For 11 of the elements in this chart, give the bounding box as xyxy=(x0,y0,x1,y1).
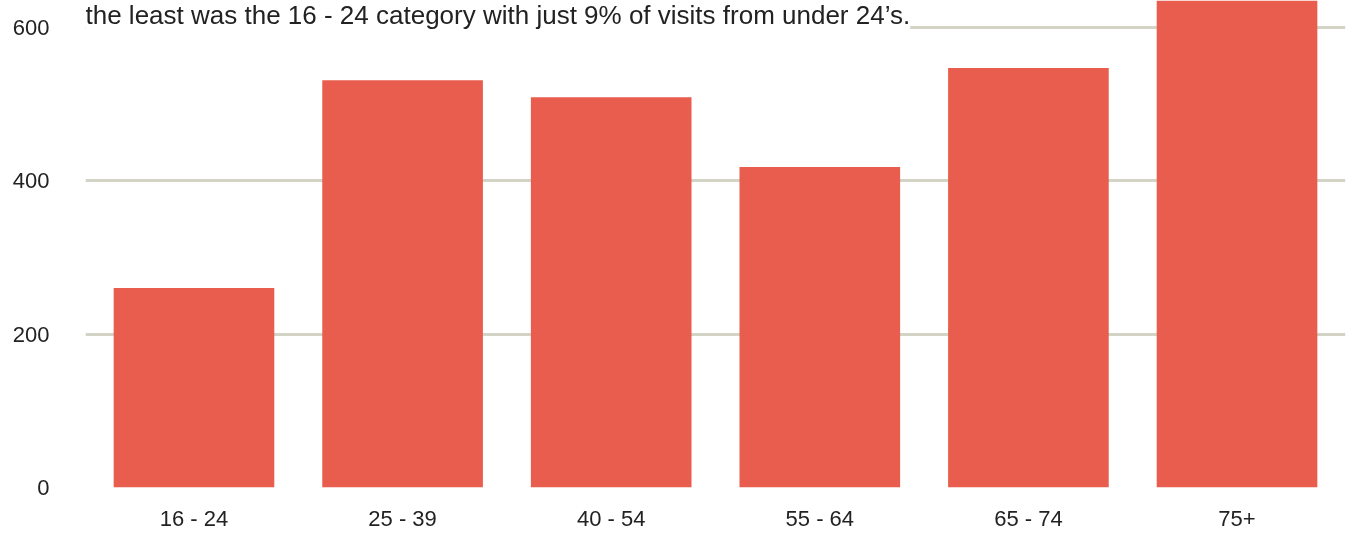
y-tick-label: 0 xyxy=(37,475,50,500)
x-tick-label: 55 - 64 xyxy=(785,505,855,531)
x-tick-label: 40 - 54 xyxy=(576,505,646,531)
y-tick-label: 200 xyxy=(12,321,50,347)
annotation: the least was the 16 - 24 category with just 9% of visits from under 24’s. xyxy=(85,0,911,30)
x-tick-label: 25 - 39 xyxy=(368,505,437,531)
y-tick-label: 400 xyxy=(12,168,50,194)
y-tick-label: 600 xyxy=(12,14,50,40)
x-tick-label: 16 - 24 xyxy=(159,505,229,531)
x-tick-label: 65 - 74 xyxy=(994,505,1063,531)
x-tick-label: 75+ xyxy=(1218,505,1256,531)
